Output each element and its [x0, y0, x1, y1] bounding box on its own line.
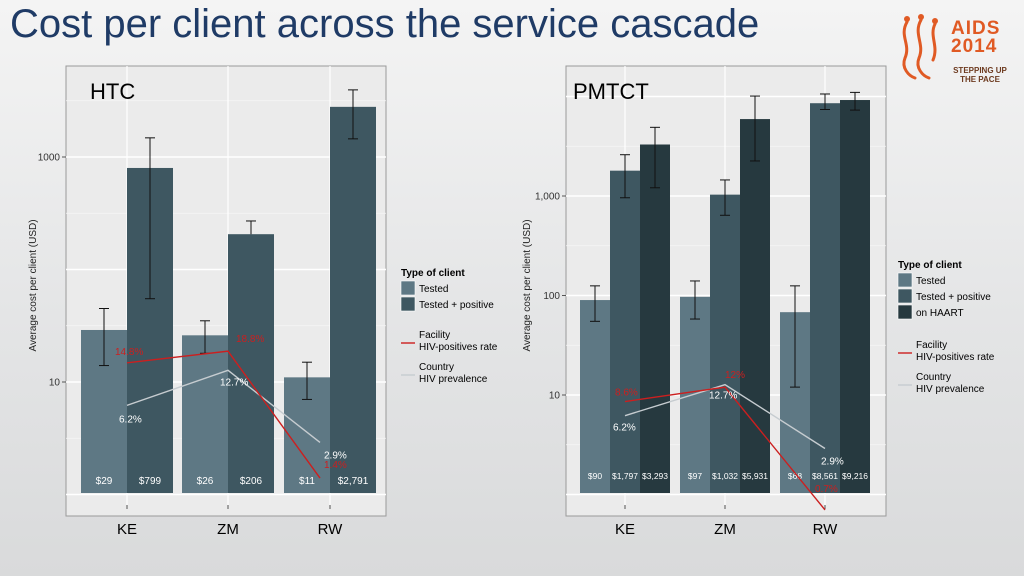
- bar-on-haart-zm: [740, 119, 770, 494]
- slide-title: Cost per client across the service casca…: [10, 2, 760, 46]
- legend-swatch: [897, 288, 913, 304]
- y-tick-label: 10: [49, 378, 61, 389]
- legend-line-label: Facility HIV-positives rate: [916, 340, 995, 363]
- legend-line-label-part: HIV-positives rate: [916, 352, 995, 363]
- facility-rate-label: 12%: [725, 370, 745, 381]
- legend-line-label-part: Country: [419, 362, 454, 373]
- country-prevalence-label: 12.7%: [220, 377, 248, 388]
- chart-panel-pmtct: PMTCT 10 100 1,000 Average cost per client (…: [522, 65, 995, 538]
- legend-title: Type of client: [898, 260, 962, 271]
- y-tick-label: 100: [543, 291, 560, 302]
- y-tick-label: 1000: [38, 153, 61, 164]
- bar-value-label: $8,561: [812, 471, 838, 481]
- legend: Type of client Tested Tested + positive Fac…: [400, 268, 498, 385]
- bar-value-label: $5,931: [742, 471, 768, 481]
- chart-panel-htc: HTC 10 1000 Average cost per client (USD) $2…: [28, 65, 498, 538]
- country-prevalence-label: 2.9%: [821, 456, 844, 467]
- y-tick-label: 10: [549, 391, 561, 402]
- bar-value-label: $206: [240, 476, 263, 487]
- bar-value-label: $97: [688, 471, 702, 481]
- bar-value-label: $3,293: [642, 471, 668, 481]
- facility-positives-rate-line: [624, 386, 826, 511]
- bar-value-label: $26: [197, 476, 214, 487]
- facility-rate-label: 18.8%: [236, 334, 264, 345]
- facility-rate-label: 14.8%: [115, 347, 143, 358]
- x-category-label: ZM: [714, 521, 736, 538]
- legend: Type of client Tested Tested + positive on …: [897, 260, 995, 395]
- legend-line-label-part: HIV prevalence: [419, 374, 488, 385]
- bar-on-haart-ke: [640, 144, 670, 493]
- legend-swatch: [897, 304, 913, 320]
- legend-entry-label: Tested + positive: [916, 292, 991, 303]
- bar-tested-ke: [580, 300, 610, 493]
- y-axis-label: Average cost per client (USD): [522, 219, 533, 351]
- bar-value-label: $1,797: [612, 471, 638, 481]
- x-category-label: ZM: [217, 521, 239, 538]
- legend-line-label-part: Facility: [419, 330, 450, 341]
- bar-tested-zm: [680, 296, 710, 493]
- legend-swatch: [400, 280, 416, 296]
- facility-positives-rate-line: [126, 350, 321, 479]
- bar-value-label: $11: [299, 476, 315, 487]
- x-category-label: KE: [615, 521, 635, 538]
- bar-tested-positive-ke: [610, 170, 640, 493]
- bar-tested-positive-zm: [228, 234, 274, 493]
- x-category-label: RW: [318, 521, 344, 538]
- country-prevalence-label: 12.7%: [709, 391, 737, 402]
- x-category-label: KE: [117, 521, 137, 538]
- bar-value-label: $29: [96, 476, 113, 487]
- bar-tested-positive-rw: [330, 106, 376, 493]
- legend-title: Type of client: [401, 268, 465, 279]
- legend-line-label-part: HIV-positives rate: [419, 342, 498, 353]
- facility-rate-label: 0.7%: [815, 484, 838, 495]
- legend-line-label-part: HIV prevalence: [916, 384, 985, 395]
- legend-line-label: Country HIV prevalence: [916, 372, 985, 395]
- bar-value-label: $68: [788, 471, 802, 481]
- logo-text-year: 2014: [951, 36, 998, 57]
- panel-title: PMTCT: [573, 79, 649, 104]
- legend-line-label-part: Facility: [916, 340, 947, 351]
- bar-value-label: $2,791: [338, 476, 369, 487]
- bar-tested-positive-rw: [810, 103, 840, 494]
- facility-rate-label: 1.4%: [324, 460, 347, 471]
- legend-line-label: Facility HIV-positives rate: [419, 330, 498, 353]
- logo-tagline-line2: THE PACE: [960, 75, 1000, 84]
- country-prevalence-label: 6.2%: [613, 423, 636, 434]
- bar-value-label: $90: [588, 471, 602, 481]
- legend-swatch: [400, 296, 416, 312]
- legend-line-label-part: Country: [916, 372, 951, 383]
- country-prevalence-label: 2.9%: [324, 450, 347, 461]
- bar-tested-zm: [182, 335, 228, 493]
- aids-2014-logo: AIDS 2014 STEPPING UP THE PACE: [893, 10, 1018, 90]
- legend-line-label: Country HIV prevalence: [419, 362, 488, 385]
- x-category-label: RW: [813, 521, 839, 538]
- y-tick-label: 1,000: [535, 192, 560, 203]
- bar-tested-positive-zm: [710, 194, 740, 494]
- legend-entry-label: Tested: [916, 276, 945, 287]
- facility-rate-label: 8.6%: [615, 388, 638, 399]
- legend-entry-label: on HAART: [916, 308, 964, 319]
- legend-entry-label: Tested: [419, 284, 448, 295]
- legend-swatch: [897, 272, 913, 288]
- aids-ribbon-figures-icon: [902, 14, 938, 80]
- logo-text-aids: AIDS: [951, 18, 1001, 39]
- bar-value-label: $799: [139, 476, 162, 487]
- country-prevalence-label: 6.2%: [119, 414, 142, 425]
- bar-value-label: $9,216: [842, 471, 868, 481]
- y-axis-label: Average cost per client (USD): [28, 219, 39, 351]
- country-prevalence-line: [126, 369, 321, 444]
- legend-entry-label: Tested + positive: [419, 300, 494, 311]
- logo-tagline-line1: STEPPING UP: [953, 66, 1007, 75]
- country-prevalence-line: [624, 383, 826, 450]
- logo-tagline: STEPPING UP THE PACE: [945, 66, 1015, 84]
- bar-on-haart-rw: [840, 100, 870, 494]
- panel-title: HTC: [90, 79, 135, 104]
- bar-value-label: $1,032: [712, 471, 738, 481]
